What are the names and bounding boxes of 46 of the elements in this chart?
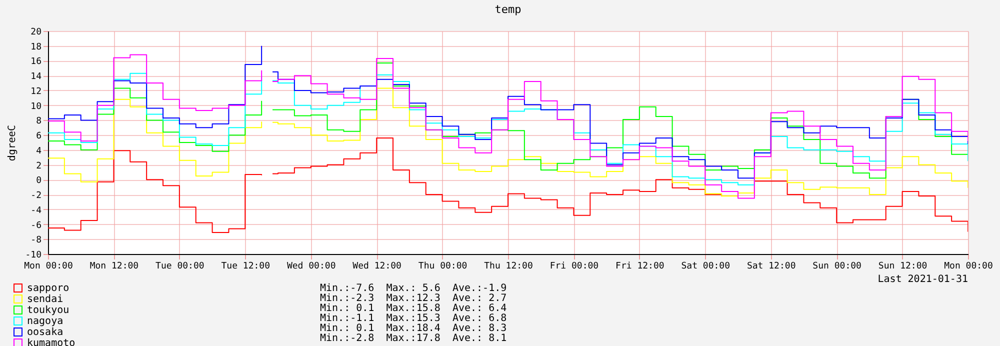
text: Min.:-2.8 Max.:17.8 Ave.: 8.1 <box>320 333 507 344</box>
legend-label: sapporo <box>27 283 70 294</box>
legend-label: toukyou <box>27 305 70 316</box>
y-axis-title: dgreeC <box>7 124 18 162</box>
x-tick-label: Sun 00:00 <box>812 262 862 272</box>
y-tick-label: -6 <box>30 220 42 231</box>
text: Min.: 0.1 Max.:15.8 Ave.: 6.4 <box>320 303 507 314</box>
x-tick-label: Thu 12:00 <box>484 262 533 272</box>
y-tick-label: 12 <box>30 86 42 97</box>
y-tick-label: 18 <box>30 42 42 52</box>
y-tick-label: 0 <box>36 176 42 186</box>
y-tick-label: -10 <box>25 250 42 260</box>
x-tick-label: Tue 00:00 <box>156 262 204 272</box>
x-tick-label: Fri 00:00 <box>550 262 599 272</box>
text: Min.:-1.1 Max.:15.3 Ave.: 6.8 <box>320 313 507 324</box>
legend-label: nagoya <box>27 316 64 327</box>
x-tick-label: Mon 00:00 <box>24 262 73 272</box>
legend-label: oosaka <box>27 327 64 338</box>
chart-title: temp <box>494 3 522 16</box>
y-tick-label: 16 <box>30 57 42 68</box>
x-tick-label: Fri 12:00 <box>616 262 664 272</box>
y-tick-label: 8 <box>36 116 42 127</box>
text: Min.:-7.6 Max.: 5.6 Ave.:-1.9 <box>320 283 507 294</box>
y-tick-label: -4 <box>30 206 42 216</box>
x-tick-label: Wed 00:00 <box>286 262 336 272</box>
x-tick-label: Tue 12:00 <box>221 262 270 272</box>
x-tick-label: Sun 12:00 <box>878 262 928 272</box>
x-tick-label: Mon 00:00 <box>944 262 993 272</box>
x-tick-label: Wed 12:00 <box>352 262 402 272</box>
x-tick-label: Sat 12:00 <box>746 262 796 272</box>
x-tick-label: Mon 12:00 <box>90 262 139 272</box>
y-tick-label: -2 <box>30 191 42 202</box>
y-tick-label: 4 <box>36 146 42 156</box>
y-tick-label: 2 <box>36 161 42 172</box>
y-tick-label: 6 <box>36 132 42 142</box>
text: Min.:-2.3 Max.:12.3 Ave.: 2.7 <box>320 293 507 304</box>
y-tick-label: 20 <box>30 28 42 38</box>
y-tick-label: -8 <box>30 236 42 246</box>
text: Last 2021-01-31 <box>878 274 968 285</box>
legend-label: kumamoto <box>27 338 76 346</box>
legend-label: sendai <box>27 294 64 305</box>
y-tick-label: 14 <box>30 72 42 82</box>
text: Min.: 0.1 Max.:18.4 Ave.: 8.3 <box>320 323 507 334</box>
x-tick-label: Sat 00:00 <box>681 262 730 272</box>
y-tick-label: 10 <box>30 102 42 112</box>
x-tick-label: Thu 00:00 <box>418 262 468 272</box>
